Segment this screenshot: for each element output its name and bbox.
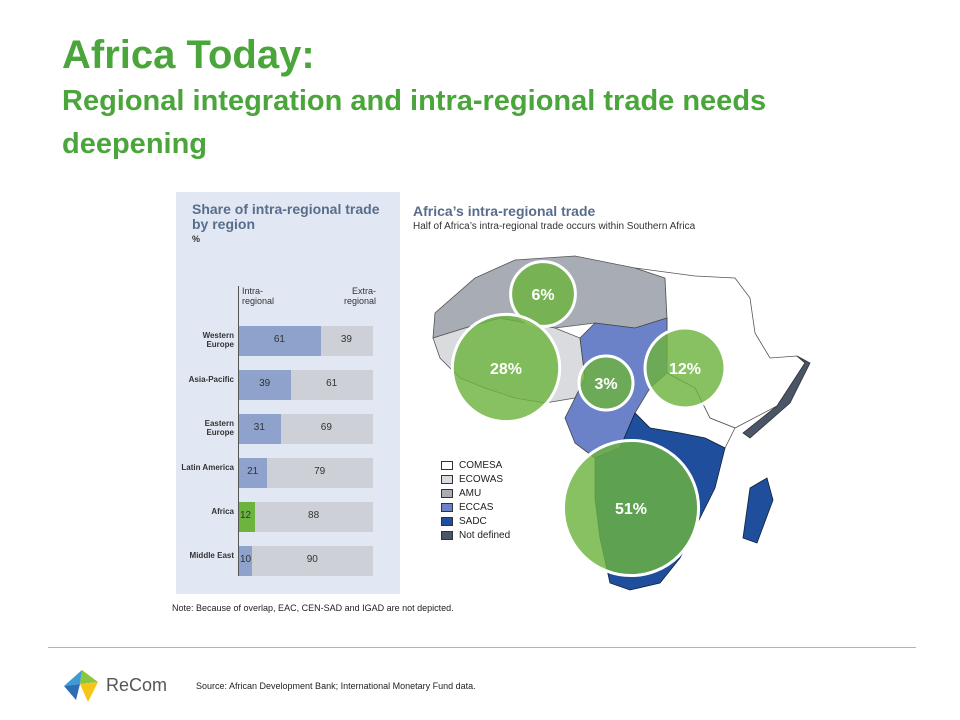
legend-item: ECCAS xyxy=(441,501,510,515)
bar-extra-value: 69 xyxy=(320,422,332,433)
legend-label: SADC xyxy=(459,516,487,527)
legend-swatch xyxy=(441,461,453,470)
bar-intra-segment xyxy=(239,458,268,488)
bar-extra-segment xyxy=(267,458,373,488)
bar-extra-value: 90 xyxy=(306,554,318,565)
bar-row: Africa 12 88 xyxy=(176,502,400,532)
slide-title: Africa Today: xyxy=(62,33,315,77)
bar-extra-value: 79 xyxy=(314,466,326,477)
trade-bubble: 51% xyxy=(561,438,701,578)
trade-bubble-circle xyxy=(577,354,635,412)
legend-item: AMU xyxy=(441,487,510,501)
bar-category-label: Middle East xyxy=(189,551,234,560)
bar-extra-segment xyxy=(255,502,373,532)
bar-category-label: Latin America xyxy=(181,463,234,472)
bar-intra-value: 10 xyxy=(240,554,252,565)
bar-intra-segment xyxy=(239,502,256,532)
trade-bubble-circle xyxy=(450,312,562,424)
legend-label: Not defined xyxy=(459,530,511,541)
trade-bubble: 6% xyxy=(509,260,577,328)
legend-item: ECOWAS xyxy=(441,473,510,487)
bar-extra-value: 88 xyxy=(308,510,320,521)
bar-category-label: Asia-Pacific xyxy=(188,375,234,384)
bar-intra-value: 12 xyxy=(240,510,252,521)
trade-bubble-label: 6% xyxy=(531,287,554,304)
slide-title-block: Africa Today: Regional integration and i… xyxy=(62,32,882,166)
column-header-intra: Intra-regional xyxy=(242,286,275,306)
bar-chart-unit: % xyxy=(192,234,201,244)
legend-item: Not defined xyxy=(441,529,510,543)
bar-extra-value: 61 xyxy=(326,378,338,389)
trade-bubble: 12% xyxy=(643,326,727,410)
bar-row: Eastern Europe 31 69 xyxy=(176,414,400,444)
bar-intra-value: 21 xyxy=(247,466,259,477)
trade-bubble: 3% xyxy=(577,354,635,412)
chart-note: Note: Because of overlap, EAC, CEN-SAD a… xyxy=(172,603,454,613)
trade-bubble-label: 3% xyxy=(594,376,617,393)
recom-logo: ReCom xyxy=(60,660,180,706)
legend-label: ECCAS xyxy=(459,502,494,513)
footer-divider xyxy=(48,647,916,648)
trade-bubble-label: 51% xyxy=(615,501,647,518)
bar-category-label: Eastern Europe xyxy=(204,419,234,437)
bar-row: Middle East 10 90 xyxy=(176,546,400,576)
legend-swatch xyxy=(441,489,453,498)
bar-intra-value: 61 xyxy=(273,334,285,345)
bar-extra-segment xyxy=(320,326,373,356)
legend-item: COMESA xyxy=(441,459,510,473)
slide-subtitle: Regional integration and intra-regional … xyxy=(62,85,767,160)
africa-map: 6% 28% 3% 12% 51% xyxy=(432,255,811,591)
intra-regional-bar-chart: Share of intra-regional trade by region … xyxy=(176,192,400,594)
legend-label: AMU xyxy=(459,488,482,499)
trade-bubbles: 6% 28% 3% 12% 51% xyxy=(450,260,727,578)
map-title: Africa’s intra-regional trade xyxy=(413,203,596,219)
bar-intra-segment xyxy=(239,414,281,444)
bar-row: Western Europe 61 39 xyxy=(176,326,400,356)
column-header-extra: Extra-regional xyxy=(343,286,376,306)
bar-intra-segment xyxy=(239,370,292,400)
legend-item: SADC xyxy=(441,515,510,529)
bar-intra-segment xyxy=(239,546,253,576)
bar-extra-value: 39 xyxy=(340,334,352,345)
bar-chart-title: Share of intra-regional trade by region xyxy=(192,201,380,232)
trade-bubble-label: 28% xyxy=(490,361,522,378)
legend-swatch xyxy=(441,503,453,512)
logo-text: ReCom xyxy=(106,675,168,695)
map-subtitle: Half of Africa’s intra-regional trade oc… xyxy=(413,221,696,232)
bar-extra-segment xyxy=(252,546,373,576)
recom-logo-icon xyxy=(64,670,98,702)
region-not-defined xyxy=(742,355,811,439)
trade-bubble: 28% xyxy=(450,312,562,424)
bar-intra-value: 39 xyxy=(259,378,271,389)
bar-category-label: Western Europe xyxy=(202,331,234,349)
bar-row: Latin America 21 79 xyxy=(176,458,400,488)
trade-bubble-circle xyxy=(643,326,727,410)
bar-intra-segment xyxy=(239,326,321,356)
map-legend: COMESA ECOWAS AMU ECCAS SADC Not defined xyxy=(441,459,510,543)
source-text: Source: African Development Bank; Intern… xyxy=(196,681,476,691)
legend-swatch xyxy=(441,517,453,526)
bar-extra-segment xyxy=(280,414,373,444)
trade-bubble-circle xyxy=(509,260,577,328)
bar-axis-line xyxy=(238,286,239,576)
bar-row: Asia-Pacific 39 61 xyxy=(176,370,400,400)
legend-label: ECOWAS xyxy=(459,474,504,485)
trade-bubble-label: 12% xyxy=(669,361,701,378)
legend-swatch xyxy=(441,531,453,540)
trade-bubble-circle xyxy=(561,438,701,578)
bar-category-label: Africa xyxy=(211,507,234,516)
legend-swatch xyxy=(441,475,453,484)
madagascar-shape xyxy=(742,477,774,544)
bar-intra-value: 31 xyxy=(253,422,265,433)
legend-label: COMESA xyxy=(459,460,503,471)
bar-extra-segment xyxy=(291,370,373,400)
